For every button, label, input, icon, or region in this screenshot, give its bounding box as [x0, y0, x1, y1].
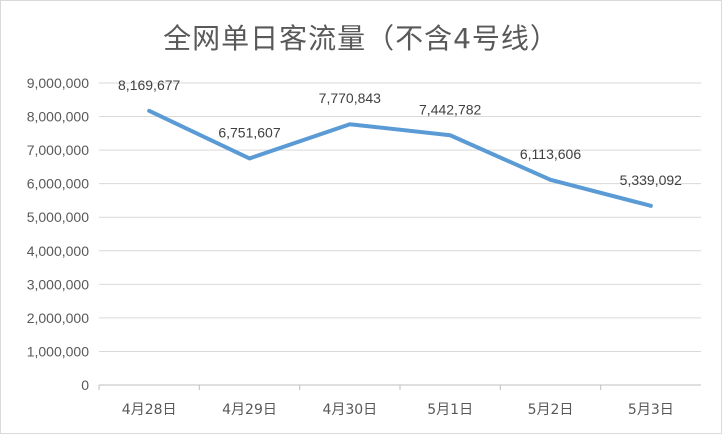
series-line: [147, 108, 653, 208]
x-tick-label: 4月28日: [122, 402, 177, 418]
y-tick-label: 7,000,000: [27, 142, 89, 158]
data-label: 7,770,843: [319, 90, 381, 106]
data-label: 5,339,092: [620, 172, 682, 188]
x-tick-label: 4月30日: [322, 402, 377, 418]
x-tick-label: 5月1日: [427, 402, 473, 418]
data-labels: 8,169,677 6,751,607 7,770,843 7,442,782 6,11…: [118, 77, 682, 188]
y-tick-label: 4,000,000: [27, 243, 89, 259]
x-tick-label: 4月29日: [222, 402, 277, 418]
y-tick-label: 9,000,000: [27, 75, 89, 91]
data-label: 6,113,606: [520, 146, 581, 162]
y-tick-label: 3,000,000: [27, 276, 89, 292]
data-label: 7,442,782: [419, 101, 481, 117]
gridlines: [99, 82, 701, 386]
y-tick-label: 0: [81, 377, 89, 393]
y-axis-ticks: 0 1,000,000 2,000,000 3,000,000 4,000,000 5,0…: [27, 75, 90, 393]
y-tick-label: 1,000,000: [27, 343, 89, 359]
y-tick-label: 8,000,000: [27, 109, 89, 125]
data-label: 6,751,607: [218, 124, 280, 140]
x-tick-label: 5月3日: [628, 402, 674, 418]
x-tick-label: 5月2日: [528, 402, 574, 418]
data-label: 8,169,677: [118, 77, 180, 93]
series-line-path: [147, 108, 653, 208]
y-tick-label: 5,000,000: [27, 209, 89, 225]
chart-title: 全网单日客流量（不含4号线）: [163, 22, 559, 55]
y-tick-label: 6,000,000: [27, 176, 89, 192]
x-axis: 4月28日 4月29日 4月30日 5月1日 5月2日 5月3日: [98, 385, 674, 418]
y-tick-label: 2,000,000: [27, 310, 89, 326]
